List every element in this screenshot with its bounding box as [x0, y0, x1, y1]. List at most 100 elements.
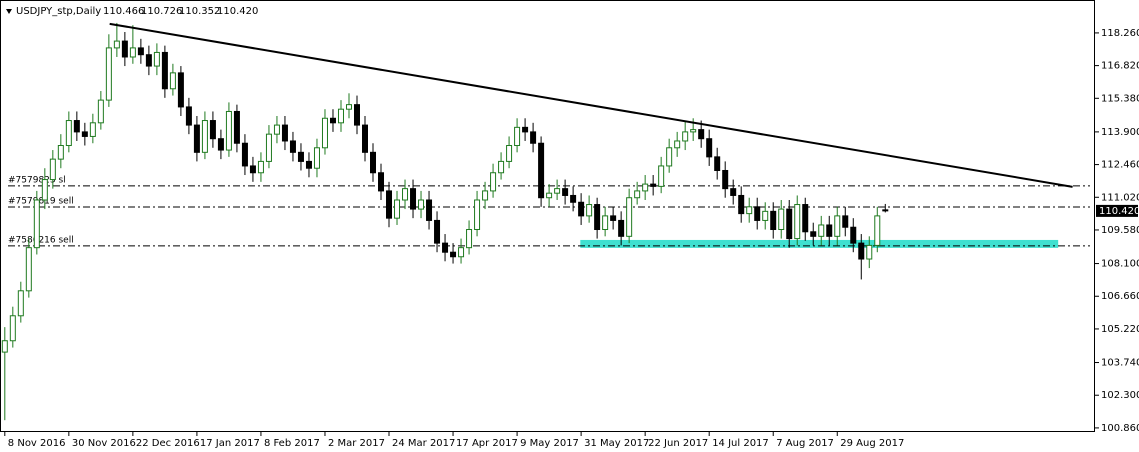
candle-body — [113, 40, 120, 49]
candle-body — [153, 51, 160, 67]
candle-body — [297, 151, 304, 162]
candle-body — [241, 142, 248, 167]
candle-body — [201, 120, 208, 153]
candle-body — [882, 209, 889, 212]
candle-body — [9, 315, 16, 342]
candle-body — [794, 204, 801, 240]
candle-body — [730, 188, 737, 196]
candle-body — [73, 120, 80, 133]
y-tick-label: 105.220 — [1101, 324, 1139, 335]
candle-body — [826, 224, 833, 237]
candle-body — [49, 158, 56, 181]
x-tick-label: 22 Jun 2017 — [648, 438, 708, 449]
y-tick-label: 116.820 — [1101, 61, 1139, 72]
quote-high: 110.726 — [141, 6, 182, 17]
candle-body — [530, 131, 537, 144]
candle-body — [17, 290, 24, 317]
candle-body — [698, 129, 705, 140]
candle-body — [666, 147, 673, 167]
y-tick-label: 100.860 — [1101, 423, 1139, 434]
candle-body — [65, 120, 72, 147]
order-label: #7579823 sl — [8, 175, 66, 185]
candle-body — [506, 145, 513, 162]
candle-body — [89, 122, 96, 137]
candle-body — [105, 47, 112, 101]
candle-body — [313, 147, 320, 169]
candle-body — [658, 165, 665, 187]
y-tick-label: 108.100 — [1101, 259, 1139, 270]
candle-body — [786, 208, 793, 240]
candle-body — [498, 160, 505, 174]
candle-body — [482, 190, 489, 201]
plot-frame — [0, 0, 1095, 432]
candle-body — [858, 242, 865, 260]
candle-body — [57, 145, 64, 160]
y-tick-label: 113.900 — [1101, 127, 1139, 138]
candle-body — [97, 99, 104, 124]
candle-body — [490, 172, 497, 192]
candle-body — [546, 192, 553, 199]
candle-body — [578, 201, 585, 217]
candle-body — [770, 210, 777, 231]
candle-body — [394, 199, 401, 219]
candle-body — [169, 72, 176, 90]
candle-body — [618, 219, 625, 237]
x-tick-label: 29 Aug 2017 — [840, 438, 904, 449]
candle-body — [602, 215, 609, 231]
y-tick-label: 109.580 — [1101, 225, 1139, 236]
quote-low: 110.352 — [179, 6, 220, 17]
candle-body — [33, 199, 40, 249]
support-zone — [580, 239, 1059, 248]
candle-body — [362, 124, 368, 153]
candle-body — [866, 244, 873, 260]
x-tick-label: 17 Apr 2017 — [456, 438, 518, 449]
y-tick-label: 102.300 — [1101, 390, 1139, 401]
candle-body — [137, 47, 144, 56]
candle-body — [129, 47, 136, 58]
x-tick-label: 9 May 2017 — [520, 438, 579, 449]
candle-body — [1, 340, 8, 353]
candle-body — [842, 215, 849, 228]
candle-body — [570, 194, 577, 203]
candle-body — [257, 160, 264, 174]
candle-body — [225, 110, 232, 151]
candle-body — [410, 188, 417, 210]
price-tag-label: 110.420 — [1099, 206, 1139, 217]
candle-body — [474, 199, 481, 231]
candle-body — [426, 199, 433, 221]
candle-body — [714, 156, 721, 171]
y-tick-label: 118.260 — [1101, 28, 1139, 39]
candle-body — [594, 204, 601, 231]
candle-body — [778, 208, 785, 231]
y-tick-label: 103.740 — [1101, 358, 1139, 369]
x-tick-label: 8 Nov 2016 — [8, 438, 66, 449]
candle-body — [25, 247, 32, 292]
candle-body — [746, 206, 753, 215]
quote-open: 110.466 — [103, 6, 144, 17]
candle-body — [289, 140, 296, 153]
candle-body — [193, 124, 200, 153]
candle-body — [233, 110, 240, 144]
x-tick-label: 8 Feb 2017 — [264, 438, 320, 449]
candle-body — [554, 188, 561, 194]
candle-body — [209, 120, 216, 140]
x-tick-label: 14 Jul 2017 — [712, 438, 769, 449]
candle-body — [650, 183, 657, 187]
candle-body — [626, 197, 633, 237]
candle-body — [177, 72, 184, 108]
candle-body — [722, 169, 729, 190]
candle-body — [161, 51, 168, 90]
candle-body — [81, 131, 88, 137]
x-tick-label: 24 Mar 2017 — [392, 438, 455, 449]
candle-body — [738, 194, 745, 215]
candle-body — [41, 179, 48, 201]
candle-body — [305, 160, 312, 169]
candle-body — [818, 224, 825, 237]
y-tick-label: 111.020 — [1101, 192, 1139, 203]
menu-arrow — [6, 9, 12, 14]
candle-body — [690, 129, 697, 133]
candle-body — [321, 117, 328, 149]
candle-body — [682, 131, 689, 142]
candle-body — [642, 183, 649, 192]
candle-body — [802, 204, 809, 233]
